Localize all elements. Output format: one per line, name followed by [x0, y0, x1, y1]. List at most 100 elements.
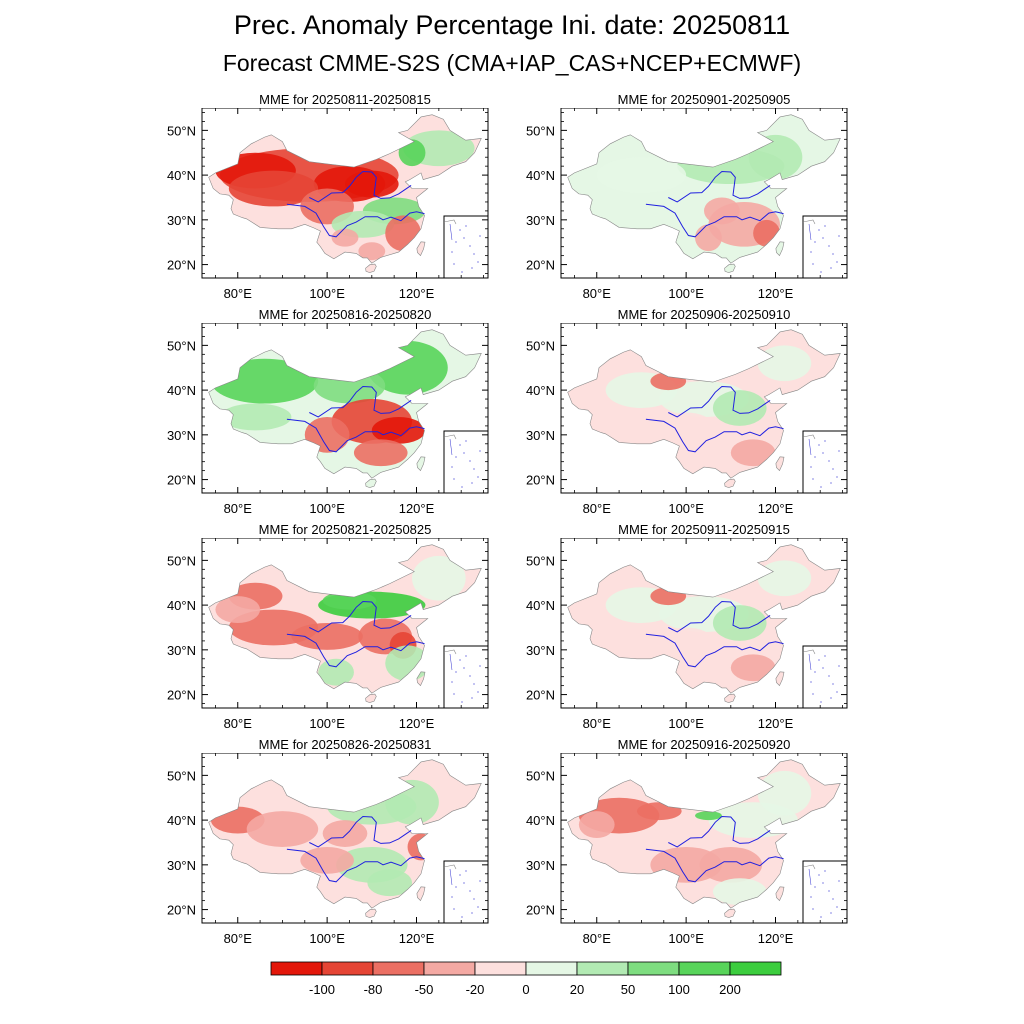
lat-label: 40°N [167, 383, 196, 398]
lat-label: 40°N [167, 598, 196, 613]
yellow-river [668, 815, 771, 848]
map-panel: MME for 20250901-20250905 50°N 40°N 30°N 20°… [515, 92, 905, 302]
legend-swatch [678, 961, 731, 976]
china-map: 50°N 40°N 30°N 20°N 80°E 100°E 120°E [167, 323, 489, 516]
sub-title: Forecast CMME-S2S (CMA+IAP_CAS+NCEP+ECMW… [222, 50, 802, 76]
south-china-sea-inset [802, 215, 848, 279]
south-china-sea-inset [443, 860, 489, 924]
lon-label: 120°E [399, 286, 435, 301]
color-legend: -100 -80 -50 -20 0 20 50 100 200 [270, 961, 782, 997]
lon-label: 100°E [668, 501, 704, 516]
lon-label: 80°E [224, 286, 253, 301]
legend-swatch [372, 961, 425, 976]
lon-label: 120°E [399, 716, 435, 731]
south-china-sea-inset [802, 430, 848, 494]
lat-label: 50°N [167, 123, 196, 138]
yangtze-river [645, 203, 784, 238]
yellow-river [668, 170, 771, 203]
lat-label: 30°N [167, 428, 196, 443]
lon-label: 80°E [583, 501, 612, 516]
lat-label: 20°N [526, 903, 555, 918]
lat-label: 30°N [167, 213, 196, 228]
legend-label: 0 [522, 982, 529, 997]
lat-label: 20°N [526, 688, 555, 703]
legend-swatch [525, 961, 578, 976]
lon-label: 100°E [668, 716, 704, 731]
legend-label: 50 [621, 982, 635, 997]
lat-label: 40°N [526, 383, 555, 398]
country-outline [208, 329, 482, 479]
map-panel: MME for 20250906-20250910 50°N 40°N 30°N 20°… [515, 307, 905, 517]
lat-label: 40°N [526, 168, 555, 183]
yellow-river [668, 600, 771, 633]
lat-label: 30°N [526, 858, 555, 873]
legend-swatch [627, 961, 680, 976]
china-map: 50°N 40°N 30°N 20°N 80°E 100°E 120°E [526, 108, 848, 301]
yangtze-river [645, 848, 784, 883]
yellow-river [309, 385, 412, 418]
lon-label: 100°E [309, 931, 345, 946]
legend-label: -80 [364, 982, 383, 997]
legend-label: -100 [309, 982, 335, 997]
country-outline [208, 759, 482, 909]
map-panel: MME for 20250826-20250831 50°N 40°N 30°N 20°… [156, 737, 546, 947]
lat-label: 40°N [167, 813, 196, 828]
legend-label: 20 [570, 982, 584, 997]
lat-label: 30°N [167, 858, 196, 873]
south-china-sea-inset [443, 215, 489, 279]
south-china-sea-inset [443, 430, 489, 494]
lon-label: 80°E [224, 716, 253, 731]
lon-label: 80°E [583, 286, 612, 301]
panel-title: MME for 20250826-20250831 [258, 737, 432, 752]
lon-label: 100°E [668, 931, 704, 946]
country-outline [567, 759, 841, 909]
legend-swatch [576, 961, 629, 976]
lon-label: 100°E [309, 501, 345, 516]
panel-title: MME for 20250816-20250820 [258, 307, 432, 322]
legend-swatch [270, 961, 323, 976]
lat-label: 20°N [167, 473, 196, 488]
yangtze-river [286, 848, 425, 883]
lat-label: 50°N [167, 553, 196, 568]
lat-label: 20°N [167, 903, 196, 918]
lat-label: 40°N [167, 168, 196, 183]
lat-label: 20°N [167, 688, 196, 703]
legend-label: -20 [466, 982, 485, 997]
lat-label: 50°N [167, 338, 196, 353]
panel-title: MME for 20250911-20250915 [618, 522, 790, 537]
lon-label: 100°E [309, 716, 345, 731]
yangtze-river [645, 418, 784, 453]
country-outline [567, 114, 841, 264]
lat-label: 50°N [526, 338, 555, 353]
south-china-sea-inset [443, 645, 489, 709]
legend-label: -50 [415, 982, 434, 997]
lon-label: 80°E [583, 931, 612, 946]
panel-title: MME for 20250901-20250905 [617, 92, 791, 107]
south-china-sea-inset [802, 860, 848, 924]
map-panel: MME for 20250916-20250920 50°N 40°N 30°N 20°… [515, 737, 905, 947]
panel-title: MME for 20250916-20250920 [617, 737, 791, 752]
lon-label: 120°E [758, 716, 794, 731]
lat-label: 50°N [526, 553, 555, 568]
lat-label: 40°N [526, 598, 555, 613]
lat-label: 40°N [526, 813, 555, 828]
lat-label: 30°N [526, 213, 555, 228]
lon-label: 100°E [668, 286, 704, 301]
china-map: 50°N 40°N 30°N 20°N 80°E 100°E 120°E [167, 538, 489, 731]
lon-label: 120°E [399, 501, 435, 516]
yangtze-river [645, 633, 784, 668]
china-map: 50°N 40°N 30°N 20°N 80°E 100°E 120°E [526, 538, 848, 731]
lat-label: 30°N [526, 643, 555, 658]
lon-label: 120°E [758, 286, 794, 301]
country-outline [208, 544, 482, 694]
country-outline [567, 544, 841, 694]
china-map: 50°N 40°N 30°N 20°N 80°E 100°E 120°E [167, 108, 489, 301]
map-panel: MME for 20250816-20250820 50°N 40°N 30°N 20°… [156, 307, 546, 517]
legend-swatch [321, 961, 374, 976]
lat-label: 50°N [526, 123, 555, 138]
lon-label: 120°E [399, 931, 435, 946]
lon-label: 80°E [224, 501, 253, 516]
map-panel: MME for 20250811-20250815 50°N 40°N 30°N 20°… [156, 92, 546, 302]
lat-label: 20°N [526, 258, 555, 273]
lon-label: 120°E [758, 501, 794, 516]
